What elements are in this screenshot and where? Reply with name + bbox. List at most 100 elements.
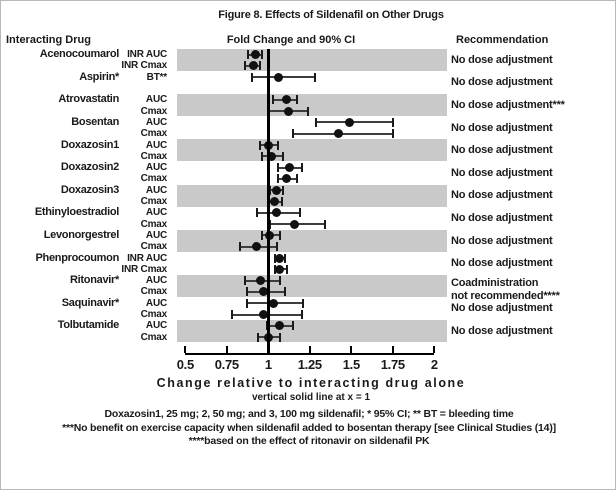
- ci-cap: [313, 72, 316, 82]
- ci-bar: [251, 76, 315, 79]
- footnote-line: ****based on the effect of ritonavir on …: [188, 435, 430, 447]
- ci-bar: [293, 132, 393, 135]
- column-header-interacting-drug: Interacting Drug: [6, 34, 91, 46]
- ci-cap: [295, 95, 298, 105]
- ci-cap: [277, 174, 280, 184]
- measurement-label: AUC: [145, 320, 167, 332]
- ci-cap: [259, 140, 261, 150]
- data-point: [272, 208, 282, 218]
- column-header-recommendation: Recommendation: [456, 34, 549, 46]
- recommendation-line: No dose adjustment: [451, 189, 553, 202]
- ci-cap: [260, 50, 263, 60]
- shaded-row-band: [177, 49, 447, 71]
- recommendation-label: No dose adjustment: [451, 144, 615, 157]
- data-point: [282, 95, 292, 105]
- recommendation-label: No dose adjustment: [451, 235, 615, 248]
- ci-cap: [260, 230, 263, 240]
- figure-title: Figure 8. Effects of Sildenafil on Other…: [218, 9, 444, 21]
- data-point: [250, 50, 260, 60]
- drug-name-label: Ethinyloestradiol: [34, 206, 119, 219]
- recommendation-line: No dose adjustment: [451, 257, 553, 270]
- measurement-label: AUC: [145, 139, 167, 151]
- recommendation-label: No dose adjustment: [451, 212, 615, 225]
- ci-cap: [244, 61, 247, 71]
- recommendation-line: No dose adjustment: [451, 53, 553, 66]
- data-point: [333, 129, 343, 139]
- measurement-label: INR AUC: [127, 49, 167, 61]
- drug-name-label: Bosentan: [71, 115, 119, 128]
- ci-cap: [273, 253, 276, 263]
- x-axis-tick-label: 0.5: [176, 357, 194, 372]
- recommendation-line: No dose adjustment: [451, 76, 553, 89]
- x-axis-tick: [225, 346, 228, 353]
- reference-line-note: vertical solid line at x = 1: [251, 392, 371, 403]
- ci-cap: [282, 151, 285, 161]
- data-point: [285, 163, 295, 173]
- data-point: [255, 276, 265, 286]
- recommendation-line: No dose adjustment: [451, 212, 553, 224]
- measurement-label: AUC: [145, 207, 167, 219]
- ci-cap: [280, 197, 283, 207]
- measurement-label: BT**: [146, 71, 168, 83]
- footnote-line: ***No benefit on exercise capacity when …: [62, 421, 556, 434]
- x-axis-tick-label: 2: [430, 357, 438, 372]
- ci-cap: [255, 208, 258, 218]
- footnote-line: Doxazosin1, 25 mg; 2, 50 mg; and 3, 100 …: [104, 408, 514, 420]
- ci-cap: [278, 230, 281, 240]
- measurement-label: Cmax: [140, 309, 168, 321]
- ci-cap: [260, 151, 263, 161]
- ci-cap: [268, 185, 271, 195]
- ci-cap: [292, 321, 295, 331]
- data-point: [252, 242, 262, 252]
- drug-name-label: Atrovastatin: [58, 93, 119, 106]
- ci-cap: [300, 310, 303, 320]
- x-axis-tick-label: 1.5: [342, 357, 360, 372]
- recommendation-label: No dose adjustment: [451, 122, 615, 135]
- ci-cap: [285, 264, 288, 274]
- drug-name-label: Doxazosin1: [60, 138, 119, 151]
- recommendation-label: Coadministration not recommended****: [451, 277, 615, 303]
- ci-cap: [295, 174, 298, 184]
- recommendation-label: No dose adjustment: [451, 257, 615, 270]
- measurement-label: AUC: [145, 184, 167, 196]
- drug-name-label: Tolbutamide: [57, 319, 120, 332]
- recommendation-line: No dose adjustment: [451, 325, 553, 337]
- measurement-label: Cmax: [140, 218, 168, 230]
- x-axis-title: Change relative to interacting drug alon…: [156, 376, 466, 390]
- data-point: [290, 219, 300, 229]
- footnotes: Doxazosin1, 25 mg; 2, 50 mg; and 3, 100 …: [1, 408, 615, 449]
- data-point: [258, 287, 268, 297]
- ci-cap: [283, 253, 286, 263]
- ci-cap: [245, 298, 248, 308]
- x-axis-tick: [267, 346, 270, 353]
- drug-name-label: Doxazosin2: [60, 161, 119, 174]
- recommendation-label: No dose adjustment: [451, 76, 615, 89]
- data-point: [248, 61, 258, 71]
- ci-cap: [272, 95, 275, 105]
- measurement-label: Cmax: [140, 241, 168, 253]
- shaded-row-band: [177, 320, 447, 343]
- shaded-row-band: [177, 139, 447, 162]
- data-point: [268, 298, 278, 308]
- data-point: [275, 253, 285, 263]
- recommendation-line: Coadministration: [451, 277, 539, 290]
- data-point: [267, 151, 277, 161]
- drug-name-label: Ritonavir*: [70, 274, 119, 287]
- recommendation-label: No dose adjustment***: [451, 99, 615, 112]
- x-axis-tick-label: 1: [264, 357, 272, 372]
- ci-cap: [298, 208, 301, 218]
- measurement-label: AUC: [145, 229, 167, 241]
- ci-cap: [245, 287, 248, 297]
- data-point: [272, 185, 282, 195]
- data-point: [345, 117, 355, 127]
- measurement-label: Cmax: [140, 286, 168, 298]
- x-axis-tick: [433, 346, 436, 353]
- data-point: [282, 174, 292, 184]
- recommendation-line: No dose adjustment: [451, 302, 553, 315]
- ci-cap: [257, 332, 260, 342]
- recommendation-line: No dose adjustment: [451, 144, 553, 157]
- ci-cap: [278, 332, 281, 342]
- ci-cap: [307, 106, 310, 116]
- recommendation-label: No dose adjustment: [451, 189, 615, 202]
- shaded-row-band: [177, 184, 447, 207]
